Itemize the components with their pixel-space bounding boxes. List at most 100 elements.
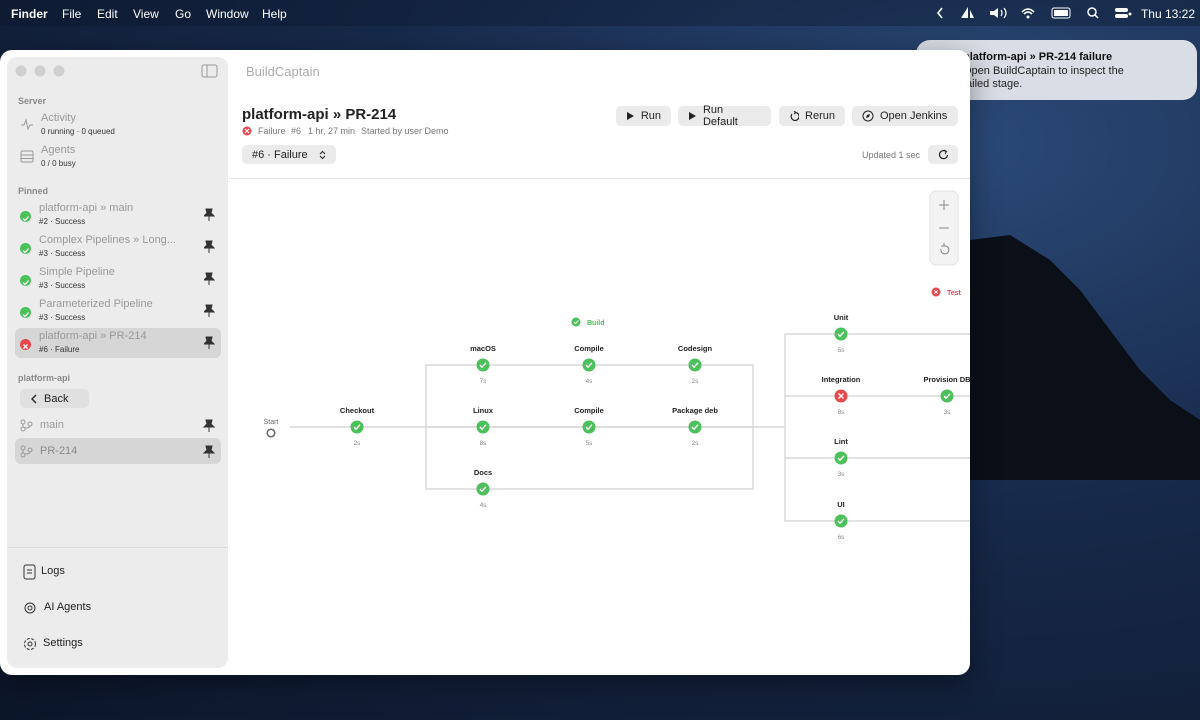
stage-duration: 8s	[480, 440, 488, 447]
window-controls[interactable]	[14, 64, 224, 78]
stage-duration: 5s	[838, 347, 846, 354]
pinned-label[interactable]: platform-api » main	[39, 202, 134, 214]
stage-duration: 4s	[480, 502, 488, 509]
pinned-label[interactable]: Complex Pipelines » Long...	[39, 234, 176, 246]
check	[479, 362, 487, 369]
pinned-label[interactable]: platform-api » PR-214	[39, 330, 147, 342]
rerun-button[interactable]: Rerun	[779, 106, 845, 126]
stage-status	[834, 451, 848, 465]
server-detail: 0 / 0 busy	[41, 159, 76, 168]
menu-item[interactable]: View	[133, 7, 159, 21]
pinned-status-icon	[20, 339, 31, 350]
stage-label: Unit	[834, 313, 849, 322]
stage-node: macOS 7s	[470, 344, 496, 385]
stage-status	[476, 482, 490, 496]
open-jenkins-button[interactable]: Open Jenkins	[852, 106, 958, 126]
pinned-status-icon	[20, 275, 31, 286]
zoom-controls[interactable]	[929, 190, 959, 266]
group-build: Build	[571, 317, 605, 327]
menu-item[interactable]: File	[62, 7, 82, 21]
branch-label[interactable]: PR-214	[40, 445, 78, 457]
menu-app[interactable]: Finder	[11, 7, 48, 21]
notification-title: platform-api » PR-214 failure	[963, 51, 1113, 63]
pinned-label[interactable]: Parameterized Pipeline	[39, 298, 153, 310]
footer-item[interactable]: AI Agents	[44, 601, 92, 613]
stage-label: Provision DB	[923, 375, 970, 384]
pin-icon	[202, 208, 216, 226]
pin-icon	[202, 240, 216, 258]
run-button[interactable]: Run	[616, 106, 671, 126]
stage-duration: 2s	[692, 440, 700, 447]
footer-item[interactable]: Logs	[41, 565, 65, 577]
pinned-status-icon	[20, 211, 31, 222]
run-default-button[interactable]: Run Default	[678, 104, 771, 128]
menu-clock: Thu 13:22	[1140, 7, 1195, 21]
stage-node: Codesign 2s	[678, 344, 713, 385]
stage-node: Compile 5s	[574, 406, 604, 447]
pipeline-graph: Start Build Test Checkout 2s macOS 7s Compil…	[264, 190, 970, 541]
pin	[202, 272, 216, 285]
stage-label: UI	[837, 500, 845, 509]
server-label[interactable]: Agents	[41, 144, 76, 156]
button-label: Run	[640, 110, 661, 122]
check	[585, 424, 593, 431]
play-icon	[689, 112, 696, 120]
updated-text: Updated 1 sec	[861, 150, 920, 160]
refresh-button[interactable]	[928, 145, 958, 164]
duration: 1 hr, 27 min	[308, 126, 356, 136]
pin-icon	[202, 336, 216, 354]
chevron-icon	[319, 150, 326, 159]
selected-row	[15, 438, 221, 464]
check	[691, 424, 699, 431]
stage-label: Docs	[474, 468, 492, 477]
status-icons	[936, 7, 1132, 19]
notification-body: Open BuildCaptain to inspect the failed …	[963, 65, 1124, 90]
button-label: Rerun	[805, 110, 835, 122]
stage-node: Integration 8s	[822, 375, 861, 416]
stage-duration: 4s	[586, 378, 594, 385]
stage-node: Checkout 2s	[340, 406, 375, 447]
stage-status	[834, 327, 848, 341]
server-label[interactable]: Activity	[41, 112, 76, 124]
check	[479, 486, 487, 493]
stage-status	[582, 358, 596, 372]
check	[837, 331, 845, 338]
check	[691, 362, 699, 369]
stage-duration: 7s	[480, 378, 488, 385]
group-label: Test	[947, 290, 962, 297]
back-button[interactable]: Back	[20, 389, 89, 408]
group-test: Test	[931, 287, 962, 297]
section-heading: Server	[18, 96, 47, 106]
check	[22, 280, 29, 286]
pinned-detail: #3 · Success	[39, 281, 86, 290]
menu-item[interactable]: Window	[206, 7, 249, 21]
stage-duration: 8s	[838, 409, 846, 416]
menu-item[interactable]: Help	[262, 7, 287, 21]
stage-node: Docs 4s	[474, 468, 492, 509]
divider	[7, 547, 228, 548]
menu-item[interactable]: Edit	[97, 7, 118, 21]
run-selector[interactable]: #6 · Failure	[242, 145, 336, 164]
branch-label[interactable]: main	[40, 419, 64, 431]
stage-label: Checkout	[340, 406, 375, 415]
menu-item[interactable]: Go	[175, 7, 192, 21]
pinned-detail: #6 · Failure	[39, 345, 80, 354]
stage-status	[476, 420, 490, 434]
stage-node: Unit 5s	[834, 313, 849, 354]
graph-edges	[290, 333, 970, 522]
stage-status	[582, 420, 596, 434]
footer-item[interactable]: Settings	[43, 637, 83, 649]
pinned-detail: #3 · Success	[39, 313, 86, 322]
refresh-icon	[938, 149, 948, 160]
status-icon	[242, 126, 252, 136]
menubar	[0, 0, 1200, 26]
stage-status	[688, 420, 702, 434]
section-heading: Pinned	[18, 186, 49, 196]
sidebar	[7, 57, 228, 668]
check	[943, 393, 951, 400]
check	[22, 248, 29, 254]
pinned-label[interactable]: Simple Pipeline	[39, 266, 115, 278]
stage-duration: 5s	[586, 440, 594, 447]
stage-node: Lint 3s	[834, 437, 848, 478]
